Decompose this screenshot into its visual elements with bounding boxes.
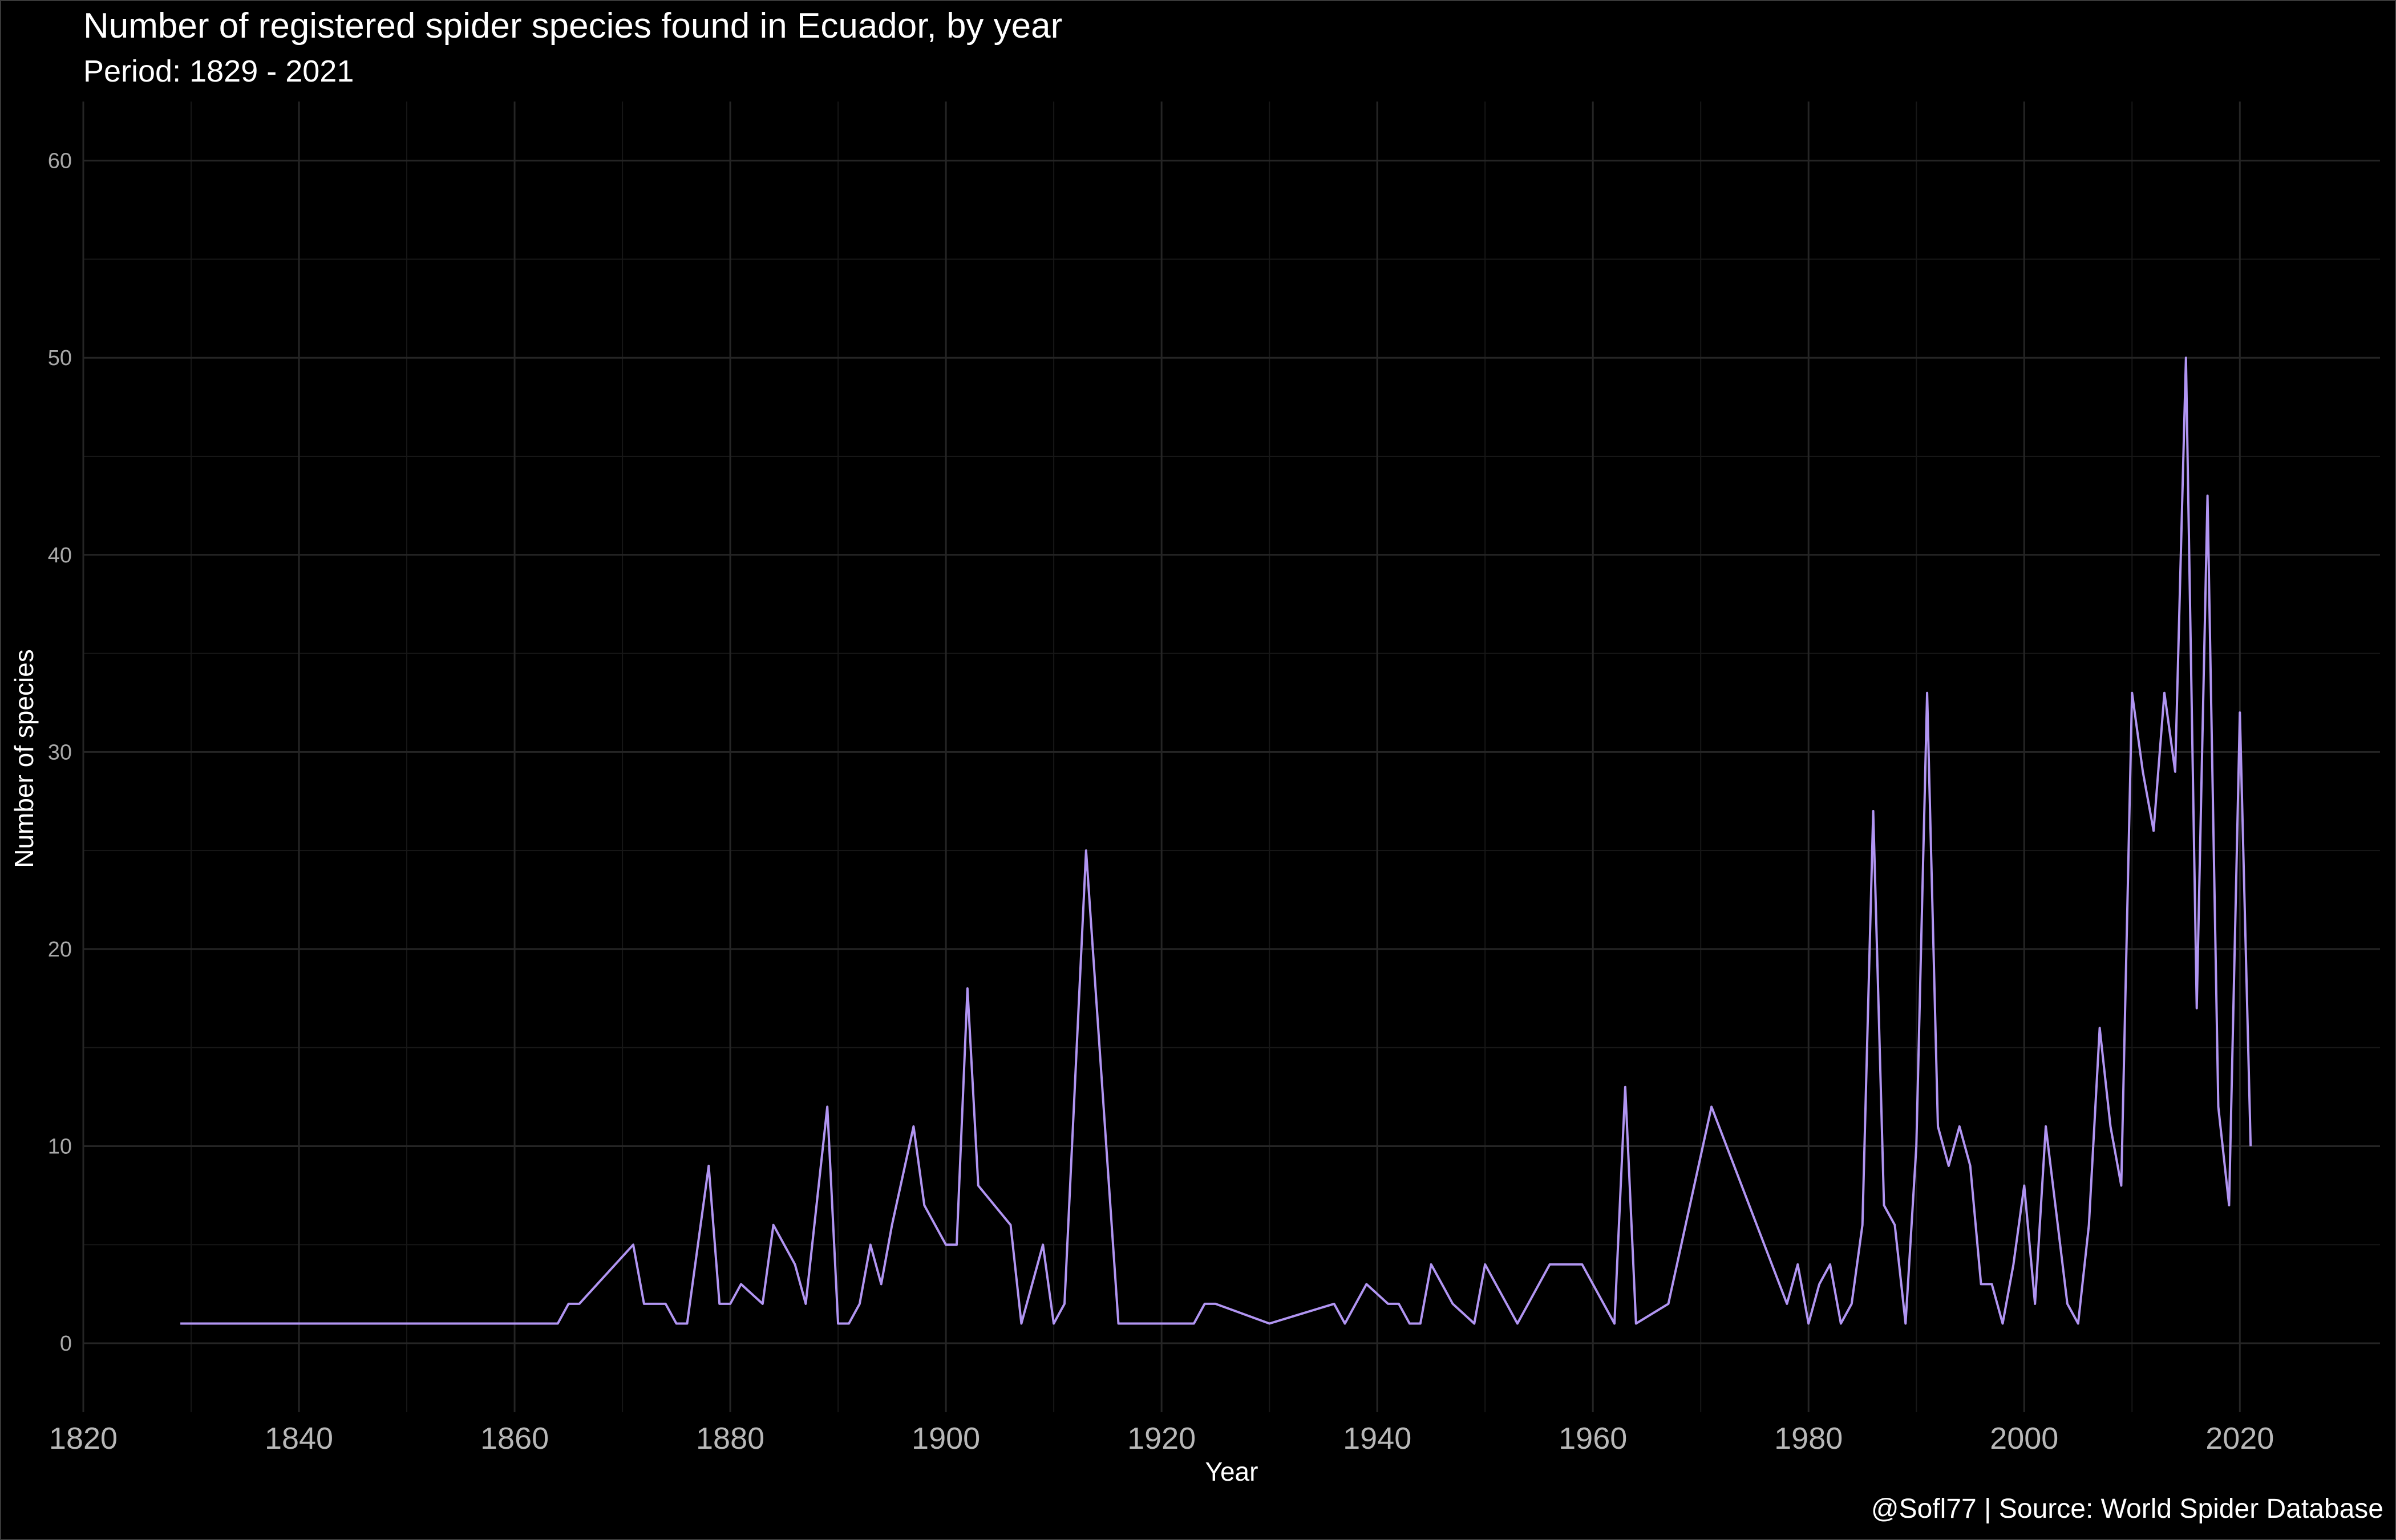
x-tick-label: 1940 bbox=[1343, 1421, 1411, 1456]
chart-title: Number of registered spider species foun… bbox=[83, 6, 1063, 46]
x-tick-label: 2000 bbox=[1990, 1421, 2058, 1456]
series-layer bbox=[180, 356, 2252, 1325]
y-tick-label: 10 bbox=[48, 1134, 72, 1158]
x-tick-label: 1920 bbox=[1127, 1421, 1196, 1456]
x-tick-label: 1980 bbox=[1774, 1421, 1843, 1456]
y-tick-label: 20 bbox=[48, 938, 72, 962]
x-tick-label: 1900 bbox=[912, 1421, 980, 1456]
y-tick-label: 30 bbox=[48, 740, 72, 764]
x-tick-label: 2020 bbox=[2205, 1421, 2274, 1456]
chart-subtitle: Period: 1829 - 2021 bbox=[83, 54, 354, 88]
grid-lines bbox=[82, 102, 2380, 1412]
series-line bbox=[180, 356, 2252, 1325]
x-tick-label: 1820 bbox=[49, 1421, 118, 1456]
tick-labels: 0 10 20 30 40 50 60 1820 1840 1860 1880 1900 1920 194… bbox=[48, 149, 2274, 1456]
y-tick-label: 50 bbox=[48, 346, 72, 370]
y-axis-title: Number of species bbox=[9, 649, 39, 868]
x-tick-label: 1860 bbox=[480, 1421, 549, 1456]
y-tick-label: 60 bbox=[48, 149, 72, 173]
x-tick-label: 1960 bbox=[1559, 1421, 1627, 1456]
y-tick-label: 0 bbox=[60, 1332, 72, 1356]
y-tick-label: 40 bbox=[48, 544, 72, 568]
x-tick-label: 1840 bbox=[265, 1421, 333, 1456]
x-axis-title: Year bbox=[1205, 1457, 1258, 1486]
chart-caption: @Sofl77 | Source: World Spider Database bbox=[1871, 1494, 2383, 1524]
x-tick-label: 1880 bbox=[696, 1421, 764, 1456]
